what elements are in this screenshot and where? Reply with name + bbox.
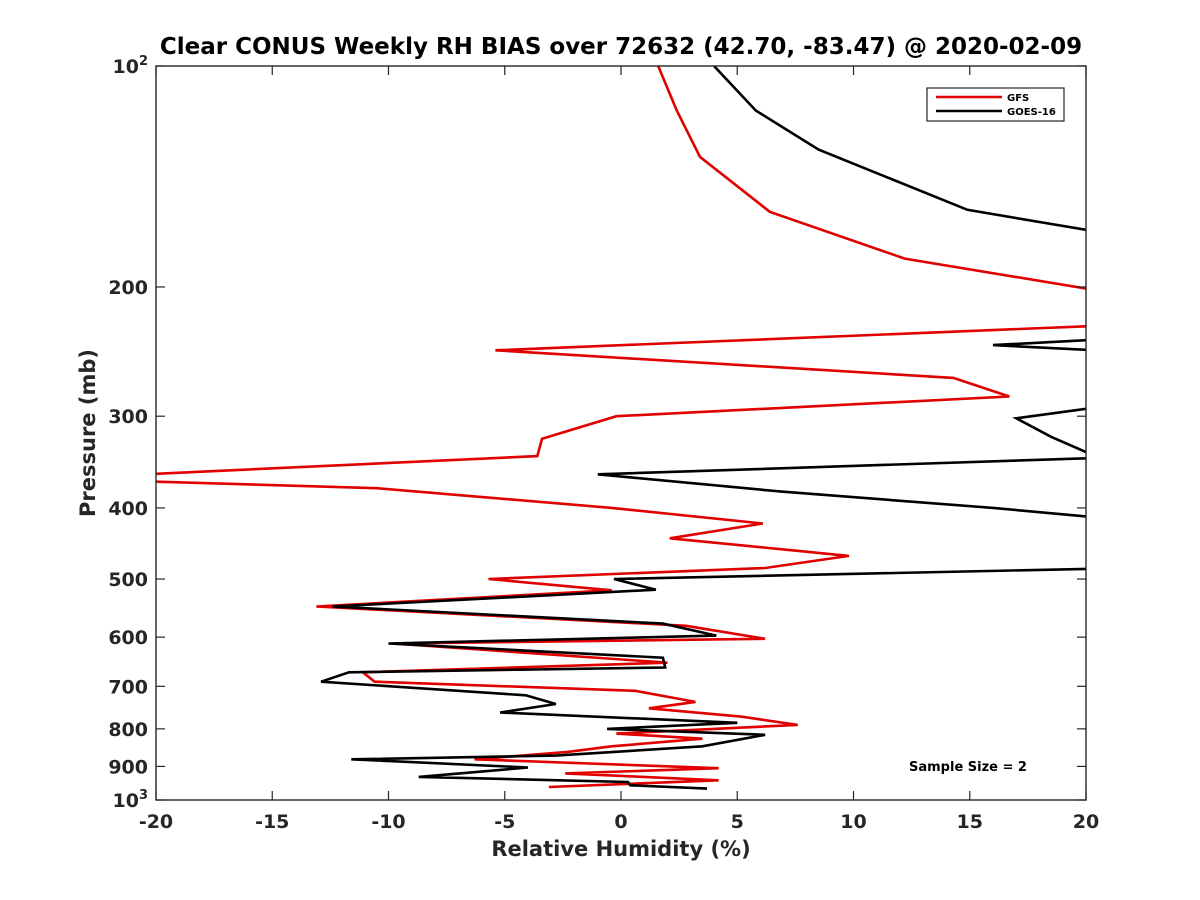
ticks-layer: -20 -15 -10 -5 0 5 10 15 20 102 200 300 400 500 600 700… bbox=[108, 54, 1099, 833]
y-tick-label: 400 bbox=[108, 498, 148, 520]
y-tick-label: 600 bbox=[108, 627, 148, 649]
x-tick-label: 15 bbox=[957, 811, 983, 833]
y-tick-label: 102 bbox=[113, 54, 149, 78]
y-tick-label: 103 bbox=[113, 788, 149, 812]
y-axis-label: Pressure (mb) bbox=[76, 349, 100, 517]
series-line-gfs bbox=[156, 66, 1086, 789]
legend-label-gfs: GFS bbox=[1007, 93, 1029, 104]
y-tick-label: 700 bbox=[108, 676, 148, 698]
series-layer bbox=[156, 66, 1086, 790]
x-tick-label: -20 bbox=[139, 811, 173, 833]
x-tick-label: 10 bbox=[840, 811, 866, 833]
y-tick-label: 500 bbox=[108, 569, 148, 591]
y-tick-label: 900 bbox=[108, 756, 148, 778]
y-tick-label: 300 bbox=[108, 406, 148, 428]
x-tick-label: 5 bbox=[731, 811, 744, 833]
x-tick-label: 0 bbox=[614, 811, 627, 833]
y-tick-label: 800 bbox=[108, 719, 148, 741]
y-tick-label: 200 bbox=[108, 277, 148, 299]
x-tick-label: 20 bbox=[1073, 811, 1099, 833]
x-axis-label: Relative Humidity (%) bbox=[491, 837, 750, 861]
legend-box bbox=[926, 87, 1065, 122]
x-tick-label: -10 bbox=[371, 811, 405, 833]
x-tick-label: -5 bbox=[494, 811, 515, 833]
chart-title: Clear CONUS Weekly RH BIAS over 72632 (4… bbox=[160, 34, 1082, 60]
legend: GFS GOES-16 bbox=[926, 87, 1065, 122]
legend-label-goes16: GOES-16 bbox=[1007, 107, 1056, 118]
sample-size-annotation: Sample Size = 2 bbox=[909, 760, 1027, 775]
x-tick-label: -15 bbox=[255, 811, 289, 833]
series-line-goes16 bbox=[320, 66, 1086, 790]
